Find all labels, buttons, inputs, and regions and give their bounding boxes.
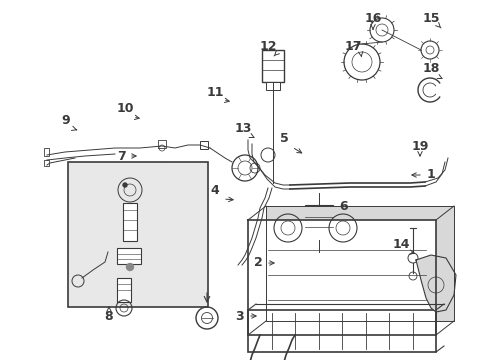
Bar bbox=[247, 310, 435, 352]
Text: 12: 12 bbox=[259, 40, 276, 53]
Polygon shape bbox=[265, 206, 453, 321]
Bar bbox=[117, 248, 141, 264]
Text: 5: 5 bbox=[279, 132, 288, 145]
Polygon shape bbox=[247, 220, 435, 335]
Text: 2: 2 bbox=[253, 256, 262, 270]
Text: 6: 6 bbox=[339, 201, 347, 213]
Bar bbox=[117, 278, 131, 302]
Text: 8: 8 bbox=[104, 310, 113, 323]
Text: 7: 7 bbox=[116, 149, 125, 162]
Bar bbox=[305, 205, 332, 240]
Text: 1: 1 bbox=[426, 168, 434, 181]
Text: 15: 15 bbox=[421, 12, 439, 24]
Text: 3: 3 bbox=[235, 310, 244, 323]
Bar bbox=[123, 203, 137, 241]
Circle shape bbox=[126, 264, 133, 270]
Text: 19: 19 bbox=[410, 140, 428, 153]
Text: 9: 9 bbox=[61, 114, 70, 127]
Text: 16: 16 bbox=[364, 12, 381, 24]
Text: 4: 4 bbox=[210, 184, 219, 198]
Bar bbox=[265, 82, 280, 90]
Text: 17: 17 bbox=[344, 40, 361, 53]
Circle shape bbox=[123, 183, 127, 187]
Text: 11: 11 bbox=[206, 85, 224, 99]
Bar bbox=[158, 140, 165, 148]
Bar bbox=[262, 50, 284, 82]
Bar bbox=[200, 141, 207, 149]
Polygon shape bbox=[415, 255, 455, 312]
Bar bbox=[68, 162, 207, 307]
Text: 18: 18 bbox=[422, 63, 439, 76]
Text: 13: 13 bbox=[234, 122, 251, 135]
Text: 14: 14 bbox=[391, 238, 409, 251]
Text: 10: 10 bbox=[116, 103, 134, 116]
Bar bbox=[44, 148, 49, 156]
Bar bbox=[44, 160, 49, 166]
